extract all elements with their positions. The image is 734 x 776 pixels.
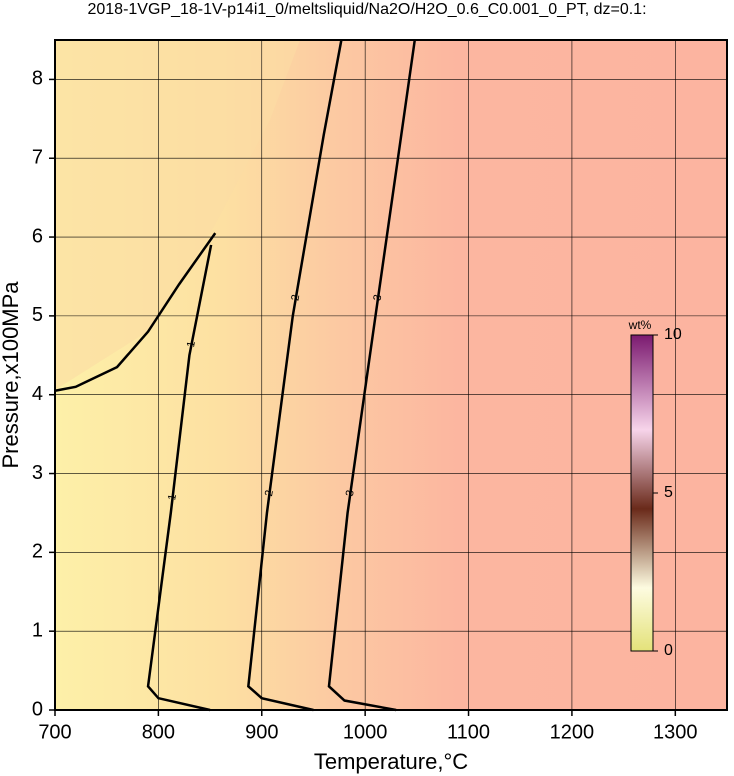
y-tick-label: 0 [32,698,43,720]
colorbar-tick-label: 10 [664,326,682,343]
y-tick-label: 6 [32,225,43,247]
y-tick-label: 3 [32,462,43,484]
y-tick-label: 8 [32,68,43,90]
contour-label: 3 [372,294,385,302]
chart-title: 2018-1VGP_18-1V-p14i1_0/meltsliquid/Na2O… [87,1,646,18]
y-tick-label: 1 [32,619,43,641]
contour-label: 2 [289,294,302,302]
y-tick-label: 2 [32,541,43,563]
y-tick-label: 5 [32,304,43,326]
y-tick-label: 4 [32,383,43,405]
x-axis-label: Temperature,°C [314,749,468,774]
x-tick-label: 800 [142,721,175,743]
phase-boundary [54,232,217,392]
contour-label: 2 [263,489,276,497]
contour-label: 1 [166,493,179,501]
contour-line [327,39,417,712]
contour-label: 3 [344,489,357,497]
y-tick-label: 7 [32,147,43,169]
colorbar-tick-label: 5 [664,484,673,501]
colorbar-tick-label: 0 [664,642,673,659]
region-shade [55,40,300,390]
x-tick-label: 1100 [447,721,490,743]
x-tick-label: 1300 [653,721,698,743]
x-tick-label: 1000 [343,721,388,743]
x-tick-label: 1200 [550,721,595,743]
x-tick-label: 700 [38,721,71,743]
contour-line [247,39,343,712]
y-axis-label: Pressure,x100MPa [0,281,23,469]
colorbar-label: wt% [628,318,652,332]
colorbar [630,334,654,652]
contour-line [146,244,213,712]
x-tick-label: 900 [245,721,278,743]
contour-label: 1 [185,340,198,348]
plot-frame [54,39,728,711]
